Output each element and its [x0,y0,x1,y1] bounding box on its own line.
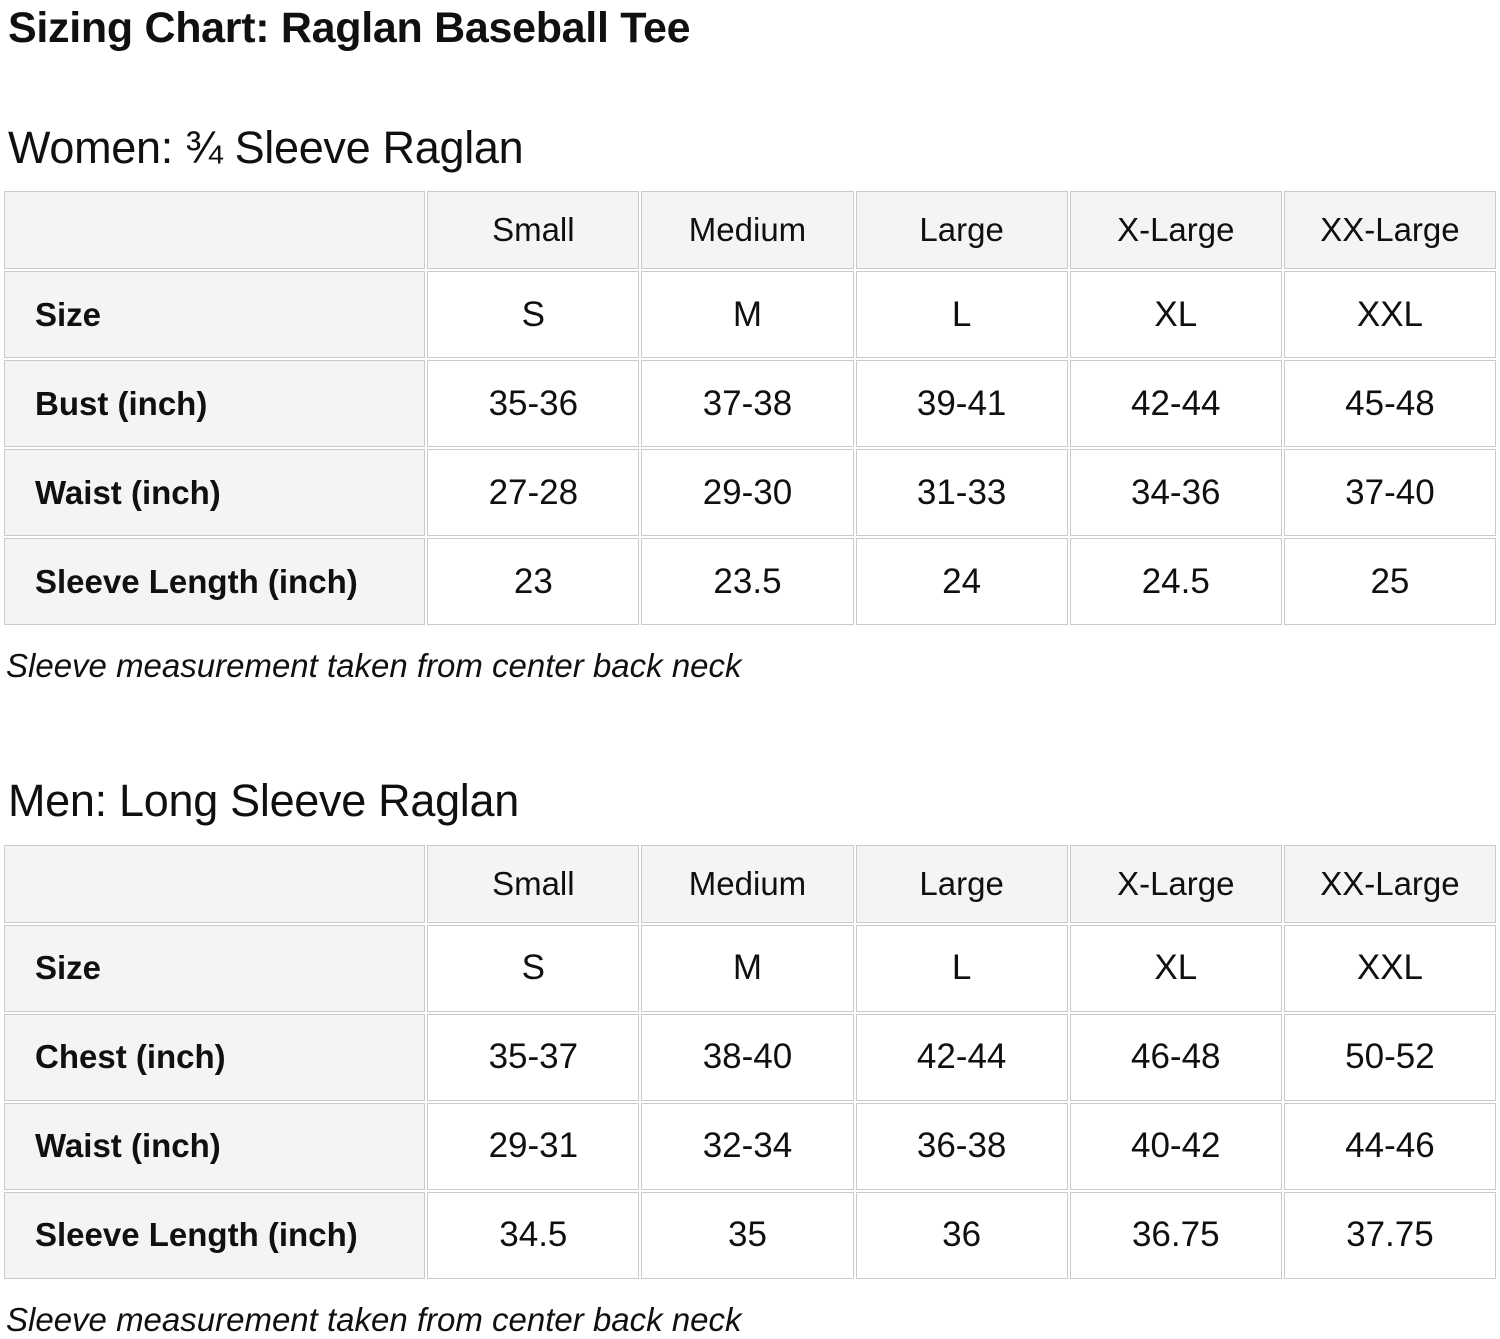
size-value-cell: 24 [855,538,1068,626]
corner-cell [4,191,426,270]
size-value-cell: 37.75 [1283,1191,1496,1279]
size-value-cell: 45-48 [1283,360,1496,448]
size-value-cell: S [427,924,640,1012]
size-value-cell: 29-30 [641,449,854,537]
size-value-cell: 36 [855,1191,1068,1279]
size-value-cell: 35-37 [427,1013,640,1101]
size-value-cell: 42-44 [855,1013,1068,1101]
size-value-cell: 42-44 [1069,360,1282,448]
column-header: Large [855,191,1068,270]
size-value-cell: 25 [1283,538,1496,626]
row-label: Chest (inch) [4,1013,426,1101]
size-value-cell: 44-46 [1283,1102,1496,1190]
column-header: Small [427,191,640,270]
column-header: Small [427,844,640,923]
size-value-cell: 46-48 [1069,1013,1282,1101]
size-value-cell: M [641,271,854,359]
table-note: Sleeve measurement taken from center bac… [6,647,742,685]
size-value-cell: 23.5 [641,538,854,626]
size-value-cell: 39-41 [855,360,1068,448]
row-label: Waist (inch) [4,1102,426,1190]
column-header: X-Large [1069,844,1282,923]
row-label: Bust (inch) [4,360,426,448]
table-row: Bust (inch) 35-36 37-38 39-41 42-44 45-4… [4,360,1496,448]
size-value-cell: 36-38 [855,1102,1068,1190]
column-header: Large [855,844,1068,923]
table-row: Sleeve Length (inch) 34.5 35 36 36.75 37… [4,1191,1496,1279]
table-header-row: Small Medium Large X-Large XX-Large [4,191,1496,270]
sizing-table-women: Small Medium Large X-Large XX-Large Size… [2,189,1498,627]
size-value-cell: 37-38 [641,360,854,448]
sizing-table-men: Small Medium Large X-Large XX-Large Size… [2,843,1498,1281]
size-value-cell: 35 [641,1191,854,1279]
size-value-cell: 34-36 [1069,449,1282,537]
page-title: Sizing Chart: Raglan Baseball Tee [8,4,691,52]
table-header-row: Small Medium Large X-Large XX-Large [4,844,1496,923]
column-header: XX-Large [1283,844,1496,923]
section-heading-women: Women: ¾ Sleeve Raglan [8,122,524,174]
size-value-cell: L [855,924,1068,1012]
section-heading-men: Men: Long Sleeve Raglan [8,775,519,827]
size-value-cell: 40-42 [1069,1102,1282,1190]
size-value-cell: L [855,271,1068,359]
row-label: Sleeve Length (inch) [4,1191,426,1279]
table-row: Waist (inch) 27-28 29-30 31-33 34-36 37-… [4,449,1496,537]
size-value-cell: XXL [1283,271,1496,359]
size-value-cell: 32-34 [641,1102,854,1190]
table-note: Sleeve measurement taken from center bac… [6,1300,742,1338]
row-label: Sleeve Length (inch) [4,538,426,626]
row-label: Waist (inch) [4,449,426,537]
size-value-cell: 50-52 [1283,1013,1496,1101]
corner-cell [4,844,426,923]
table-row: Chest (inch) 35-37 38-40 42-44 46-48 50-… [4,1013,1496,1101]
size-value-cell: XL [1069,924,1282,1012]
column-header: XX-Large [1283,191,1496,270]
column-header: X-Large [1069,191,1282,270]
size-value-cell: 34.5 [427,1191,640,1279]
table-row: Waist (inch) 29-31 32-34 36-38 40-42 44-… [4,1102,1496,1190]
table-row: Sleeve Length (inch) 23 23.5 24 24.5 25 [4,538,1496,626]
size-value-cell: 23 [427,538,640,626]
column-header: Medium [641,844,854,923]
column-header: Medium [641,191,854,270]
size-value-cell: 24.5 [1069,538,1282,626]
size-value-cell: 37-40 [1283,449,1496,537]
size-value-cell: 36.75 [1069,1191,1282,1279]
size-value-cell: 38-40 [641,1013,854,1101]
table-row: Size S M L XL XXL [4,924,1496,1012]
size-value-cell: XL [1069,271,1282,359]
size-value-cell: 29-31 [427,1102,640,1190]
size-value-cell: XXL [1283,924,1496,1012]
row-label: Size [4,924,426,1012]
size-value-cell: 35-36 [427,360,640,448]
size-value-cell: M [641,924,854,1012]
size-value-cell: S [427,271,640,359]
size-value-cell: 31-33 [855,449,1068,537]
size-value-cell: 27-28 [427,449,640,537]
table-row: Size S M L XL XXL [4,271,1496,359]
row-label: Size [4,271,426,359]
